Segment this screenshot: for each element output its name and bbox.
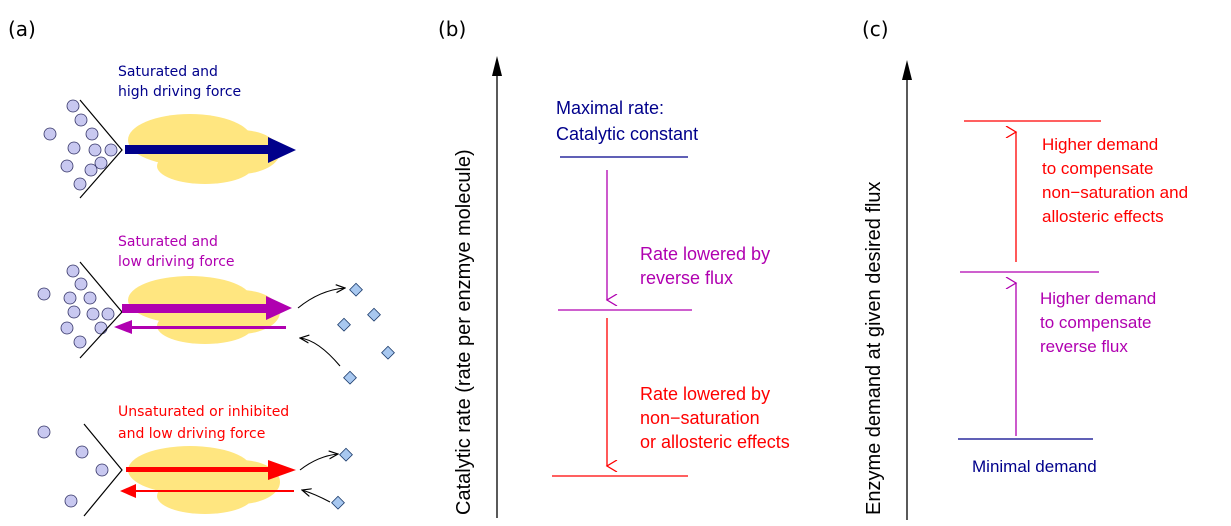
- product-molecules-3: [331, 447, 353, 510]
- reverse-flux-label-b-line2: reverse flux: [640, 268, 733, 288]
- binding-site-1: [79, 99, 123, 199]
- reverse-flux-label-c-line3: reverse flux: [1040, 337, 1128, 356]
- substrate-molecules-2: [37, 264, 115, 349]
- nonsaturation-label-c-line2: to compensate: [1042, 159, 1154, 178]
- reverse-flux-arrow-2: [114, 320, 286, 334]
- scenario-1: Saturated and high driving force: [43, 64, 296, 199]
- reverse-flux-arrow-3: [120, 484, 294, 498]
- scenario-3-label-line2: and low driving force: [118, 426, 265, 442]
- binding-site-2: [79, 261, 123, 359]
- nonsaturation-label-b-line3: or allosteric effects: [640, 432, 790, 452]
- scenario-2-label-line1: Saturated and: [118, 234, 218, 250]
- forward-flux-arrow-3: [126, 460, 296, 480]
- scenario-1-label-line2: high driving force: [118, 84, 241, 100]
- catalytic-constant-label-line1: Maximal rate:: [556, 98, 664, 118]
- product-release-arrow-3: [299, 454, 338, 471]
- nonsaturation-label-b-line1: Rate lowered by: [640, 384, 770, 404]
- binding-site-3: [83, 423, 123, 517]
- substrate-molecules-1: [43, 99, 118, 191]
- substrate-molecules-3: [37, 425, 109, 508]
- minimal-demand-label: Minimal demand: [972, 457, 1097, 476]
- forward-flux-arrow-1: [125, 137, 296, 163]
- nonsaturation-label-c-line1: Higher demand: [1042, 135, 1158, 154]
- panel-b-axis-label: Catalytic rate (rate per enzmye molecule…: [453, 149, 475, 515]
- panel-b-label: (b): [438, 17, 466, 41]
- nonsaturation-label-c-line4: allosteric effects: [1042, 207, 1164, 226]
- panel-b-axis: [492, 56, 502, 518]
- scenario-1-label-line1: Saturated and: [118, 64, 218, 80]
- reverse-flux-label-b-line1: Rate lowered by: [640, 244, 770, 264]
- nonsaturation-label-c-line3: non−saturation and: [1042, 183, 1188, 202]
- scenario-3-label-line1: Unsaturated or inhibited: [118, 404, 289, 420]
- forward-flux-arrow-2: [122, 296, 292, 320]
- scenario-2-label-line2: low driving force: [118, 254, 235, 270]
- product-rebinding-arrow-3: [302, 490, 331, 503]
- scenario-3: Unsaturated or inhibited and low driving…: [37, 404, 353, 517]
- enzyme-blob-3: [128, 446, 280, 514]
- nonsaturation-label-b-line2: non−saturation: [640, 408, 760, 428]
- reverse-flux-label-c-line2: to compensate: [1040, 313, 1152, 332]
- panel-a-label: (a): [8, 17, 36, 41]
- panel-c-axis-label: Enzyme demand at given desired flux: [863, 181, 885, 515]
- panel-c-axis: [902, 60, 912, 520]
- scenario-2: Saturated and low driving force: [37, 234, 395, 385]
- product-release-arrow-2: [297, 288, 345, 309]
- panel-c-label: (c): [862, 17, 889, 41]
- reverse-flux-label-c-line1: Higher demand: [1040, 289, 1156, 308]
- catalytic-constant-label-line2: Catalytic constant: [556, 124, 698, 144]
- product-molecules-2: [337, 282, 395, 385]
- product-rebinding-arrow-2: [300, 338, 341, 367]
